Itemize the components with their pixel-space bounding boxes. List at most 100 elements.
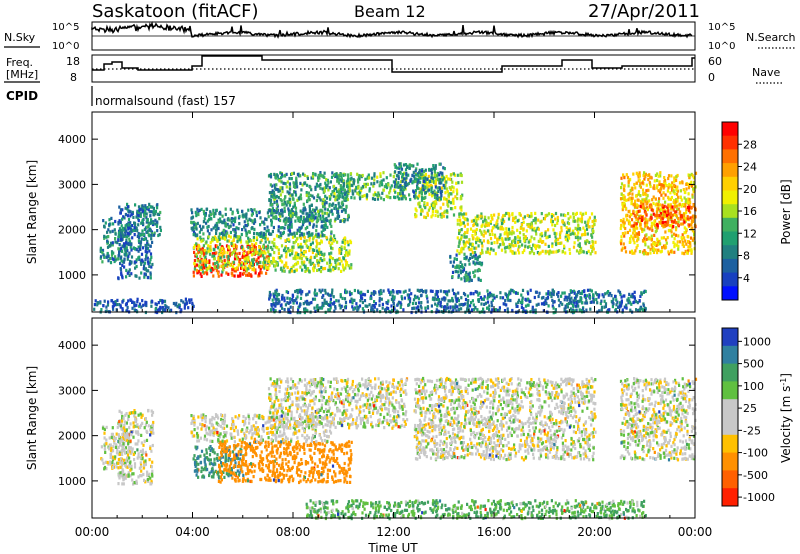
heatmap-cell — [520, 293, 523, 297]
heatmap-cell — [660, 218, 663, 222]
heatmap-cell — [530, 247, 533, 251]
heatmap-cell — [294, 210, 298, 214]
heatmap-cell — [436, 171, 440, 176]
heatmap-cell — [509, 288, 513, 292]
heatmap-cell — [109, 222, 112, 226]
heatmap-cell — [318, 176, 321, 180]
heatmap-cell — [667, 186, 670, 190]
heatmap-cell — [521, 301, 524, 305]
heatmap-cell — [434, 185, 437, 189]
heatmap-cell — [136, 234, 139, 238]
heatmap-cell — [463, 256, 466, 260]
heatmap-cell — [329, 301, 332, 305]
heatmap-cell — [436, 295, 439, 299]
heatmap-cell — [551, 298, 554, 302]
heatmap-cell — [356, 178, 360, 182]
heatmap-cell — [588, 293, 591, 297]
heatmap-cell — [474, 216, 477, 220]
heatmap-cell — [213, 254, 216, 258]
heatmap-cell — [632, 211, 635, 215]
heatmap-cell — [522, 233, 525, 237]
heatmap-cell — [295, 268, 298, 272]
heatmap-cell — [268, 209, 271, 213]
heatmap-cell — [550, 250, 553, 254]
heatmap-cell — [149, 271, 152, 275]
heatmap-cell — [242, 252, 246, 256]
heatmap-cell — [586, 232, 589, 236]
heatmap-cell — [269, 201, 272, 205]
heatmap-cell — [480, 297, 484, 301]
heatmap-cell — [544, 299, 547, 303]
heatmap-cell — [326, 225, 329, 229]
heatmap-cell — [348, 249, 351, 253]
heatmap-cell — [514, 237, 517, 241]
heatmap-cell — [270, 220, 273, 224]
heatmap-cell — [109, 257, 112, 261]
heatmap-cell — [251, 246, 254, 250]
heatmap-cell — [244, 265, 247, 269]
heatmap-cell — [469, 252, 472, 257]
heatmap-cell — [219, 219, 222, 224]
heatmap-cell — [378, 296, 381, 300]
heatmap-cell — [192, 270, 195, 274]
heatmap-cell — [203, 212, 206, 216]
heatmap-cell — [193, 223, 196, 227]
heatmap-cell — [327, 213, 330, 217]
heatmap-cell — [523, 239, 526, 243]
heatmap-cell — [156, 229, 159, 233]
heatmap-cell — [295, 301, 298, 305]
heatmap-cell — [229, 230, 232, 235]
heatmap-cell — [140, 271, 143, 275]
heatmap-cell — [203, 249, 206, 253]
heatmap-cell — [148, 234, 151, 238]
heatmap-cell — [272, 190, 276, 194]
heatmap-cell — [314, 185, 317, 189]
heatmap-cell — [123, 257, 126, 261]
heatmap-cell — [428, 206, 431, 210]
heatmap-cell — [280, 176, 283, 180]
heatmap-cell — [336, 207, 339, 211]
heatmap-cell — [684, 200, 687, 204]
heatmap-cell — [142, 237, 145, 241]
heatmap-cell — [327, 308, 330, 312]
heatmap-cell — [295, 253, 298, 257]
heatmap-cell — [471, 250, 474, 255]
heatmap-cell — [589, 252, 592, 256]
heatmap-cell — [477, 267, 480, 272]
heatmap-cell — [260, 264, 263, 268]
heatmap-cell — [474, 232, 477, 236]
heatmap-cell — [409, 297, 412, 301]
heatmap-cell — [667, 195, 670, 199]
heatmap-cell — [693, 236, 696, 240]
heatmap-cell — [431, 209, 434, 214]
heatmap-cell — [527, 245, 530, 249]
heatmap-cell — [394, 178, 397, 182]
heatmap-cell — [397, 300, 401, 304]
heatmap-cell — [468, 275, 472, 279]
heatmap-cell — [124, 212, 127, 217]
heatmap-cell — [299, 193, 302, 197]
heatmap-cell — [315, 224, 318, 228]
heatmap-cell — [141, 218, 144, 222]
heatmap-cell — [572, 212, 575, 216]
heatmap-cell — [215, 221, 218, 226]
heatmap-cell — [296, 173, 299, 177]
heatmap-cell — [330, 251, 333, 255]
heatmap-cell — [353, 196, 356, 200]
heatmap-cell — [441, 212, 444, 216]
heatmap-cell — [254, 271, 257, 275]
heatmap-cell — [575, 211, 578, 215]
heatmap-cell — [585, 294, 589, 298]
heatmap-cell — [315, 245, 318, 249]
heatmap-cell — [357, 180, 360, 184]
heatmap-cell — [251, 211, 254, 216]
heatmap-cell — [284, 201, 287, 205]
heatmap-cell — [616, 300, 619, 304]
heatmap-cell — [639, 204, 642, 209]
heatmap-cell — [288, 224, 291, 228]
heatmap-cell — [486, 247, 489, 251]
heatmap-cell — [447, 195, 450, 199]
heatmap-cell — [691, 226, 694, 230]
heatmap-cell — [380, 196, 383, 200]
heatmap-cell — [393, 188, 396, 192]
